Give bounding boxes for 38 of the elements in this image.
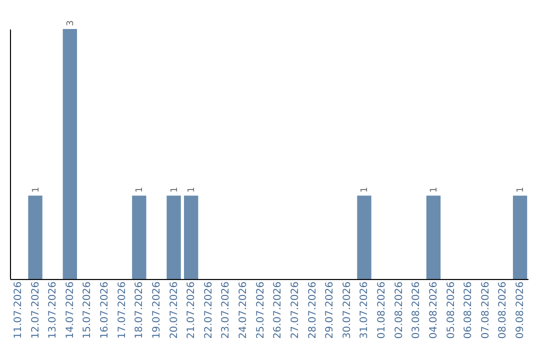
x-tick-label: 15.07.2026 [82, 282, 94, 339]
x-tick-label: 24.07.2026 [238, 282, 250, 339]
x-tick-label: 16.07.2026 [100, 282, 111, 339]
data-label: 1 [187, 186, 198, 193]
data-label: 1 [31, 186, 42, 193]
x-tick-label: 08.08.2026 [498, 282, 509, 339]
data-label: 3 [66, 20, 76, 26]
x-tick-label: 30.07.2026 [342, 282, 353, 339]
x-tick-label: 21.07.2026 [186, 282, 198, 339]
data-label: 1 [170, 186, 180, 193]
x-tick-label: 02.08.2026 [394, 282, 405, 339]
x-tick-label: 13.07.2026 [48, 282, 59, 339]
data-label: 1 [360, 186, 370, 193]
data-label: 1 [135, 186, 146, 193]
x-tick-label: 09.08.2026 [515, 282, 526, 339]
x-tick-label: 29.07.2026 [324, 282, 336, 339]
x-tick-label: 05.08.2026 [446, 282, 457, 339]
data-label: 1 [516, 186, 526, 193]
x-tick-label: 11.07.2026 [12, 282, 24, 339]
x-tick-label: 12.07.2026 [30, 282, 42, 339]
data-label: 1 [429, 186, 440, 193]
x-tick-label: 17.07.2026 [116, 282, 128, 339]
x-tick-label: 04.08.2026 [428, 282, 440, 339]
x-tick-label: 26.07.2026 [272, 282, 284, 339]
x-tick-label: 06.08.2026 [463, 282, 474, 339]
x-tick-label: 20.07.2026 [168, 282, 180, 339]
x-tick-label: 07.08.2026 [480, 282, 492, 339]
x-tick-label: 03.08.2026 [411, 282, 422, 339]
x-tick-label: 25.07.2026 [255, 282, 266, 339]
x-tick-label: 14.07.2026 [64, 282, 76, 339]
x-tick-label: 27.07.2026 [290, 282, 301, 339]
x-tick-label: 28.07.2026 [307, 282, 318, 339]
x-tick-label: 23.07.2026 [220, 282, 232, 339]
x-tick-label: 22.07.2026 [203, 282, 214, 339]
x-tick-label: 19.07.2026 [151, 282, 162, 339]
x-tick-label: 01.08.2026 [376, 282, 388, 339]
x-tick-label: 18.07.2026 [134, 282, 146, 339]
x-tick-label: 31.07.2026 [359, 282, 370, 339]
